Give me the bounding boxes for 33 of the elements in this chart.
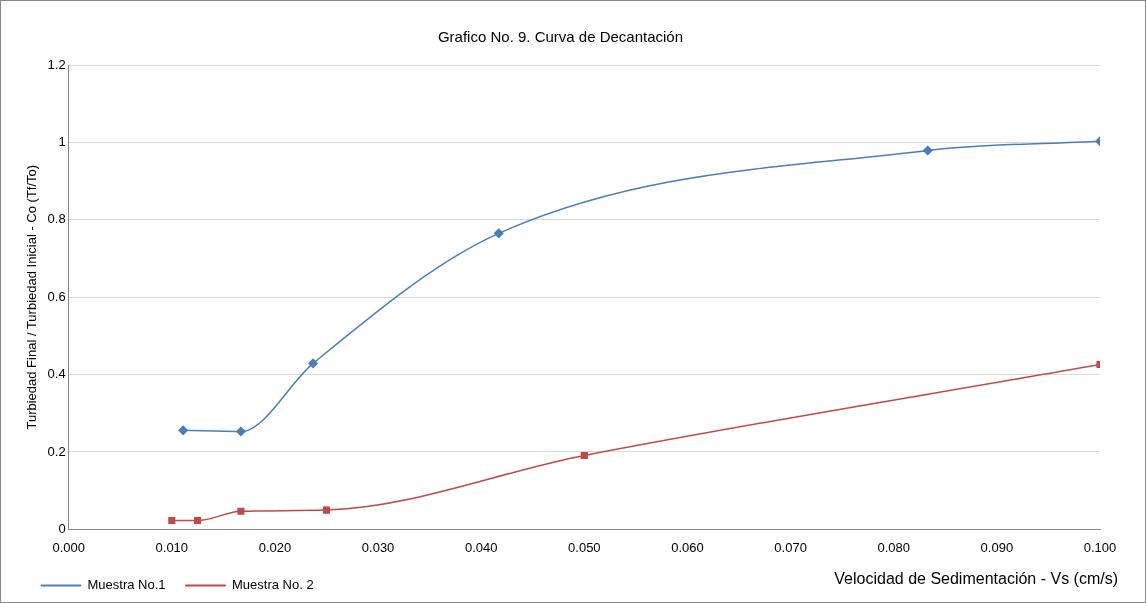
point [237, 507, 245, 515]
x-tick-label: 0.010 [155, 539, 189, 555]
point [580, 451, 588, 460]
chart-title: Grafico No. 9. Curva de Decantación [437, 28, 684, 46]
y-tick-label: 1.2 [47, 56, 66, 72]
x-tick-label: 0.000 [52, 539, 85, 555]
y-tick-label: 0 [58, 520, 66, 536]
point [493, 228, 504, 239]
point [923, 145, 933, 156]
x-axis-title: Velocidad de Sedimentación - Vs (cm/s) [834, 570, 1118, 588]
point [308, 358, 318, 369]
point [236, 426, 246, 437]
point [168, 516, 176, 525]
x-tick-label: 0.070 [774, 539, 807, 555]
y-tick-label: 0.4 [47, 366, 66, 382]
x-tick-label: 0.060 [671, 539, 704, 555]
x-tick-label: 0.030 [361, 539, 395, 555]
x-tick-label: 0.040 [464, 539, 498, 555]
point [322, 506, 331, 514]
y-tick-label: 0.8 [47, 211, 66, 227]
legend-label: Muestra No. 2 [232, 577, 314, 593]
x-tick-label: 0.020 [258, 539, 292, 555]
x-tick-label: 0.050 [568, 539, 601, 555]
x-tick-label: 0.090 [980, 539, 1014, 555]
y-axis-title: Turbiedad Final / Turbiedad Inicial - Co (Tf/To) [24, 164, 40, 430]
y-tick-label: 1 [58, 133, 66, 149]
point [178, 425, 188, 436]
x-tick-label: 0.100 [1083, 539, 1117, 555]
y-tick-label: 0.2 [47, 443, 66, 459]
y-tick-label: 0.6 [47, 288, 66, 304]
point [194, 516, 202, 525]
x-tick-label: 0.080 [877, 539, 911, 555]
legend-label: Muestra No.1 [87, 577, 166, 593]
